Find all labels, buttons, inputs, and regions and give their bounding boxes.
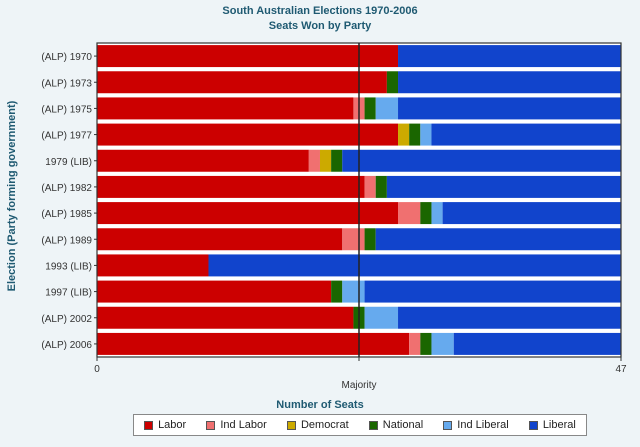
bar-national-7 (364, 228, 376, 251)
bar-liberal-5 (386, 175, 621, 198)
y-tick-label: (ALP) 1989 (41, 235, 92, 246)
chart-title: South Australian Elections 1970-2006 (222, 5, 418, 17)
bar-national-3 (409, 123, 421, 146)
x-tick-label: 47 (615, 364, 627, 375)
bar-liberal-3 (431, 123, 621, 146)
x-axis-label: Number of Seats (276, 399, 364, 411)
y-tick-label: (ALP) 1977 (41, 131, 92, 142)
bar-ind-liberal-9 (342, 280, 365, 303)
legend-swatch (528, 420, 538, 430)
bar-labor-4 (97, 149, 309, 172)
legend-item-labor: Labor (144, 419, 186, 431)
bar-ind-liberal-10 (364, 306, 399, 329)
bar-ind-labor-5 (364, 175, 376, 198)
legend-label: Democrat (300, 419, 349, 431)
bar-labor-11 (97, 332, 410, 355)
bar-ind-labor-4 (308, 149, 320, 172)
bar-labor-6 (97, 202, 399, 225)
legend-swatch (443, 420, 453, 430)
y-tick-label: 1979 (LIB) (45, 157, 92, 168)
y-tick-label: (ALP) 1970 (41, 52, 92, 63)
bar-liberal-1 (398, 71, 621, 94)
bar-ind-labor-11 (409, 332, 421, 355)
legend-label: Ind Labor (220, 419, 267, 431)
legend-item-ind-labor: Ind Labor (206, 419, 267, 431)
bar-ind-liberal-11 (431, 332, 454, 355)
bar-national-5 (375, 175, 387, 198)
bar-labor-0 (97, 45, 399, 68)
y-tick-label: 1993 (LIB) (45, 261, 92, 272)
bar-labor-8 (97, 254, 209, 277)
bar-liberal-10 (398, 306, 621, 329)
legend-label: Ind Liberal (457, 419, 509, 431)
bar-democrat-3 (398, 123, 410, 146)
bar-liberal-11 (453, 332, 621, 355)
legend-swatch (206, 420, 216, 430)
y-tick-label: 1997 (LIB) (45, 288, 92, 299)
bar-liberal-6 (442, 202, 621, 225)
bar-labor-9 (97, 280, 332, 303)
bar-labor-2 (97, 97, 354, 120)
bar-liberal-2 (398, 97, 621, 120)
bar-liberal-0 (398, 45, 621, 68)
bar-liberal-8 (208, 254, 621, 277)
legend-swatch (144, 420, 154, 430)
bar-labor-10 (97, 306, 354, 329)
legend-label: Labor (158, 419, 187, 431)
legend: Labor Ind Labor Democrat National Ind Libera… (133, 414, 587, 436)
y-tick-label: (ALP) 1982 (41, 183, 92, 194)
y-tick-label: (ALP) 1975 (41, 104, 92, 115)
legend-swatch (286, 420, 296, 430)
y-axis-label: Election (Party forming government) (6, 100, 18, 292)
bar-ind-labor-6 (398, 202, 421, 225)
legend-item-ind-liberal: Ind Liberal (443, 419, 509, 431)
bar-national-1 (386, 71, 399, 94)
bar-labor-7 (97, 228, 343, 251)
bar-labor-5 (97, 175, 365, 198)
bar-democrat-4 (319, 149, 332, 172)
bar-ind-liberal-2 (375, 97, 399, 120)
y-tick-label: (ALP) 1973 (41, 78, 92, 89)
legend-item-national: National (368, 419, 424, 431)
bar-liberal-9 (364, 280, 621, 303)
bar-national-4 (331, 149, 343, 172)
x-tick-label: 0 (94, 364, 100, 375)
bar-national-6 (420, 202, 432, 225)
legend-label: Liberal (542, 419, 576, 431)
bar-labor-3 (97, 123, 399, 146)
bar-ind-liberal-3 (420, 123, 432, 146)
bar-national-9 (331, 280, 343, 303)
legend-item-liberal: Liberal (528, 419, 576, 431)
bar-liberal-4 (342, 149, 621, 172)
bar-national-2 (364, 97, 376, 120)
majority-label: Majority (341, 380, 376, 391)
y-tick-label: (ALP) 2002 (41, 314, 92, 325)
legend-item-democrat: Democrat (286, 419, 349, 431)
bar-labor-1 (97, 71, 387, 94)
bar-ind-labor-7 (342, 228, 365, 251)
y-tick-label: (ALP) 1985 (41, 209, 92, 220)
y-tick-label: (ALP) 2006 (41, 340, 92, 351)
legend-swatch (368, 420, 378, 430)
bar-liberal-7 (375, 228, 621, 251)
bar-national-11 (420, 332, 432, 355)
bar-ind-liberal-6 (431, 202, 443, 225)
legend-label: National (382, 419, 424, 431)
chart-subtitle: Seats Won by Party (268, 20, 372, 32)
